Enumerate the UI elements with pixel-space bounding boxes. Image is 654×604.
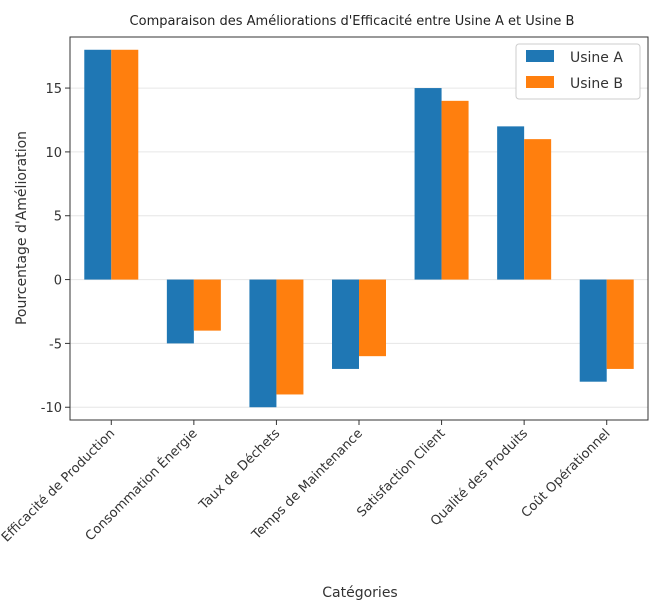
legend: Usine A Usine B	[515, 43, 641, 100]
legend-swatch-usine-b	[526, 76, 554, 88]
bar-usine-a	[166, 279, 194, 344]
legend-swatch-usine-a	[526, 50, 554, 62]
y-tick-label: 5	[54, 210, 62, 225]
legend-label-usine-a: Usine A	[570, 50, 623, 66]
bar-usine-b	[606, 279, 634, 369]
bar-usine-b	[193, 279, 221, 331]
y-tick-label: -10	[41, 401, 62, 416]
y-axis: -10 -5 0 5 10 15	[41, 82, 70, 416]
x-axis-label: Catégories	[322, 585, 397, 601]
y-tick-label: -5	[49, 337, 62, 352]
bar-usine-b	[111, 49, 139, 280]
bar-usine-b	[276, 279, 304, 395]
bar-usine-a	[497, 126, 525, 280]
bar-usine-a	[84, 49, 112, 280]
y-axis-label: Pourcentage d'Amélioration	[14, 131, 30, 325]
bar-usine-a	[332, 279, 359, 369]
x-tick-label: Satisfaction Client	[354, 426, 448, 520]
bar-usine-a	[249, 279, 277, 408]
y-tick-label: 10	[45, 146, 62, 161]
bars	[84, 49, 634, 408]
chart-title: Comparaison des Améliorations d'Efficaci…	[130, 14, 575, 29]
bar-usine-b	[441, 100, 469, 280]
x-tick-label: Taux de Déchets	[196, 426, 283, 513]
bar-usine-b	[359, 279, 386, 357]
y-tick-label: 0	[54, 274, 62, 289]
y-tick-label: 15	[45, 82, 62, 97]
bar-usine-b	[524, 139, 552, 280]
legend-label-usine-b: Usine B	[570, 76, 623, 92]
x-tick-label: Coût Opérationnel	[519, 426, 614, 521]
bar-usine-a	[414, 88, 442, 280]
bar-usine-a	[579, 279, 607, 382]
